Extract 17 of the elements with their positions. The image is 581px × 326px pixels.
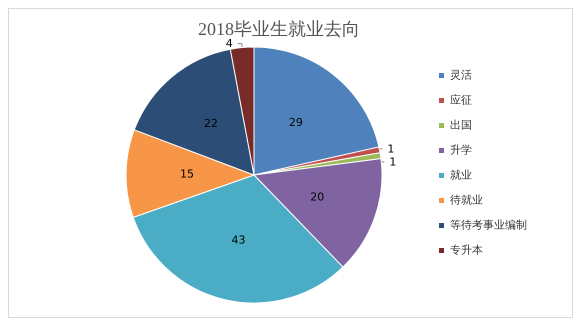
- data-label: 29: [288, 116, 303, 130]
- legend-label: 升学: [450, 144, 472, 156]
- legend-label: 等待考事业编制: [450, 218, 527, 232]
- legend-label: 专升本: [450, 244, 483, 256]
- data-label: 22: [204, 117, 218, 130]
- data-label: 4: [226, 37, 233, 50]
- data-label: 20: [310, 190, 324, 204]
- data-label: 43: [232, 234, 246, 247]
- legend-label: 出国: [450, 118, 472, 132]
- legend-label: 应征: [450, 94, 472, 106]
- data-label: 1: [387, 142, 394, 156]
- legend-label: 待就业: [450, 194, 483, 206]
- legend-label: 就业: [450, 168, 472, 182]
- legend-label: 灵活: [450, 70, 472, 82]
- data-label: 1: [389, 156, 396, 169]
- data-label: 15: [180, 168, 194, 181]
- chart-title: 2018毕业生就业去向: [198, 19, 360, 39]
